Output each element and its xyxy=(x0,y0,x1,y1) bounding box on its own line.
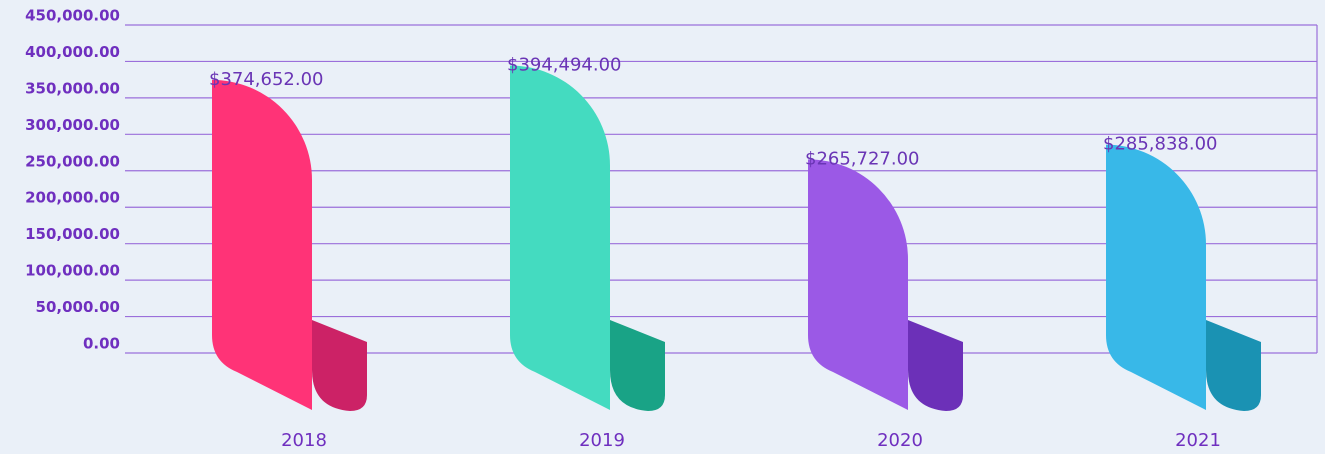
bar xyxy=(212,79,312,410)
y-tick-label: 250,000.00 xyxy=(25,152,120,170)
bar-fold xyxy=(1206,320,1261,411)
bar xyxy=(808,159,908,410)
y-tick-label: 300,000.00 xyxy=(25,116,120,134)
bar xyxy=(510,65,610,411)
y-tick-label: 150,000.00 xyxy=(25,225,120,243)
y-tick-label: 400,000.00 xyxy=(25,43,120,61)
y-tick-label: 50,000.00 xyxy=(36,298,120,316)
x-tick-label: 2020 xyxy=(877,430,923,451)
bar-fold xyxy=(908,320,963,411)
value-label: $394,494.00 xyxy=(507,54,622,75)
x-tick-label: 2018 xyxy=(281,430,327,451)
bar xyxy=(1106,144,1206,410)
y-tick-label: 200,000.00 xyxy=(25,189,120,207)
value-label: $374,652.00 xyxy=(209,69,324,90)
x-tick-label: 2019 xyxy=(579,430,625,451)
bar-fold xyxy=(610,320,665,411)
y-tick-label: 450,000.00 xyxy=(25,7,120,25)
y-tick-label: 350,000.00 xyxy=(25,79,120,97)
bar-fold xyxy=(312,320,367,411)
value-label: $265,727.00 xyxy=(805,148,920,169)
value-label: $285,838.00 xyxy=(1103,134,1218,155)
y-tick-label: 0.00 xyxy=(83,335,120,353)
y-tick-label: 100,000.00 xyxy=(25,262,120,280)
x-tick-label: 2021 xyxy=(1175,430,1221,451)
